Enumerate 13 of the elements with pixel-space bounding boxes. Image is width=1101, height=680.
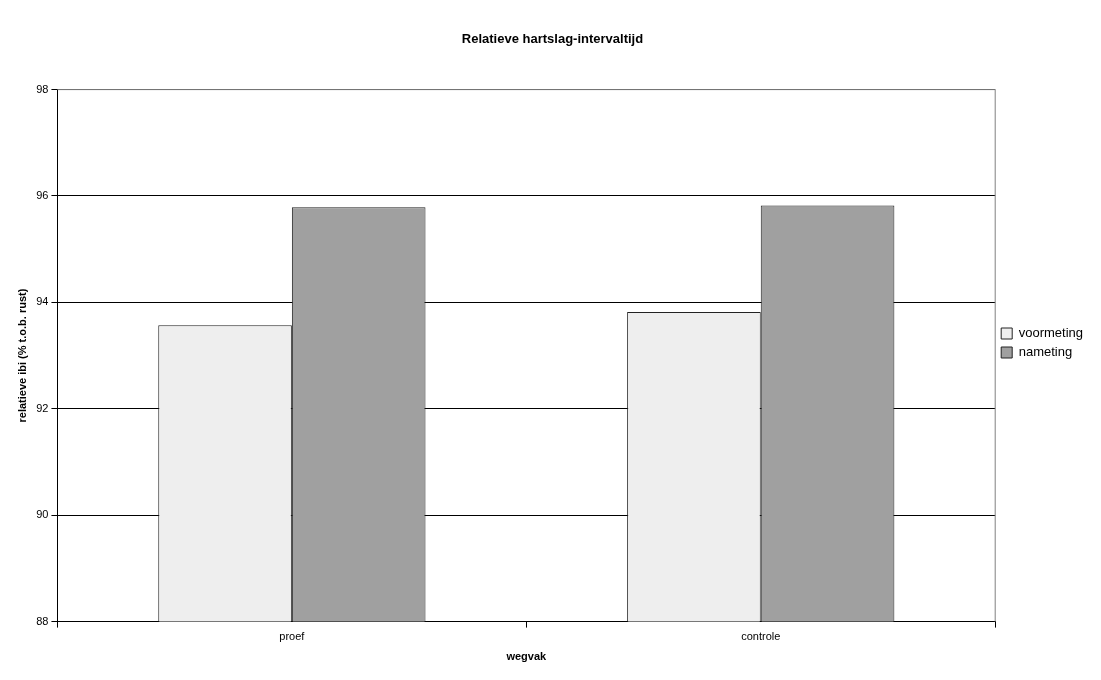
x-axis-title: wegvak [505, 650, 548, 663]
y-tick-label: 96 [36, 189, 49, 202]
y-axis-title: relatieve ibi (% t.o.b. rust) [15, 288, 28, 423]
chart-title: Relatieve hartslag-intervaltijd [461, 31, 644, 47]
legend-label: nameting [1018, 344, 1073, 360]
y-tick-label: 92 [36, 401, 49, 414]
y-tick-label: 90 [36, 508, 49, 521]
y-tick-label: 94 [36, 295, 49, 308]
x-tick-label: controle [741, 630, 781, 643]
legend-label: voormeting [1018, 325, 1083, 341]
y-tick-label: 98 [36, 82, 49, 95]
x-tick-label: proef [279, 630, 306, 643]
y-tick-label: 88 [36, 614, 49, 627]
